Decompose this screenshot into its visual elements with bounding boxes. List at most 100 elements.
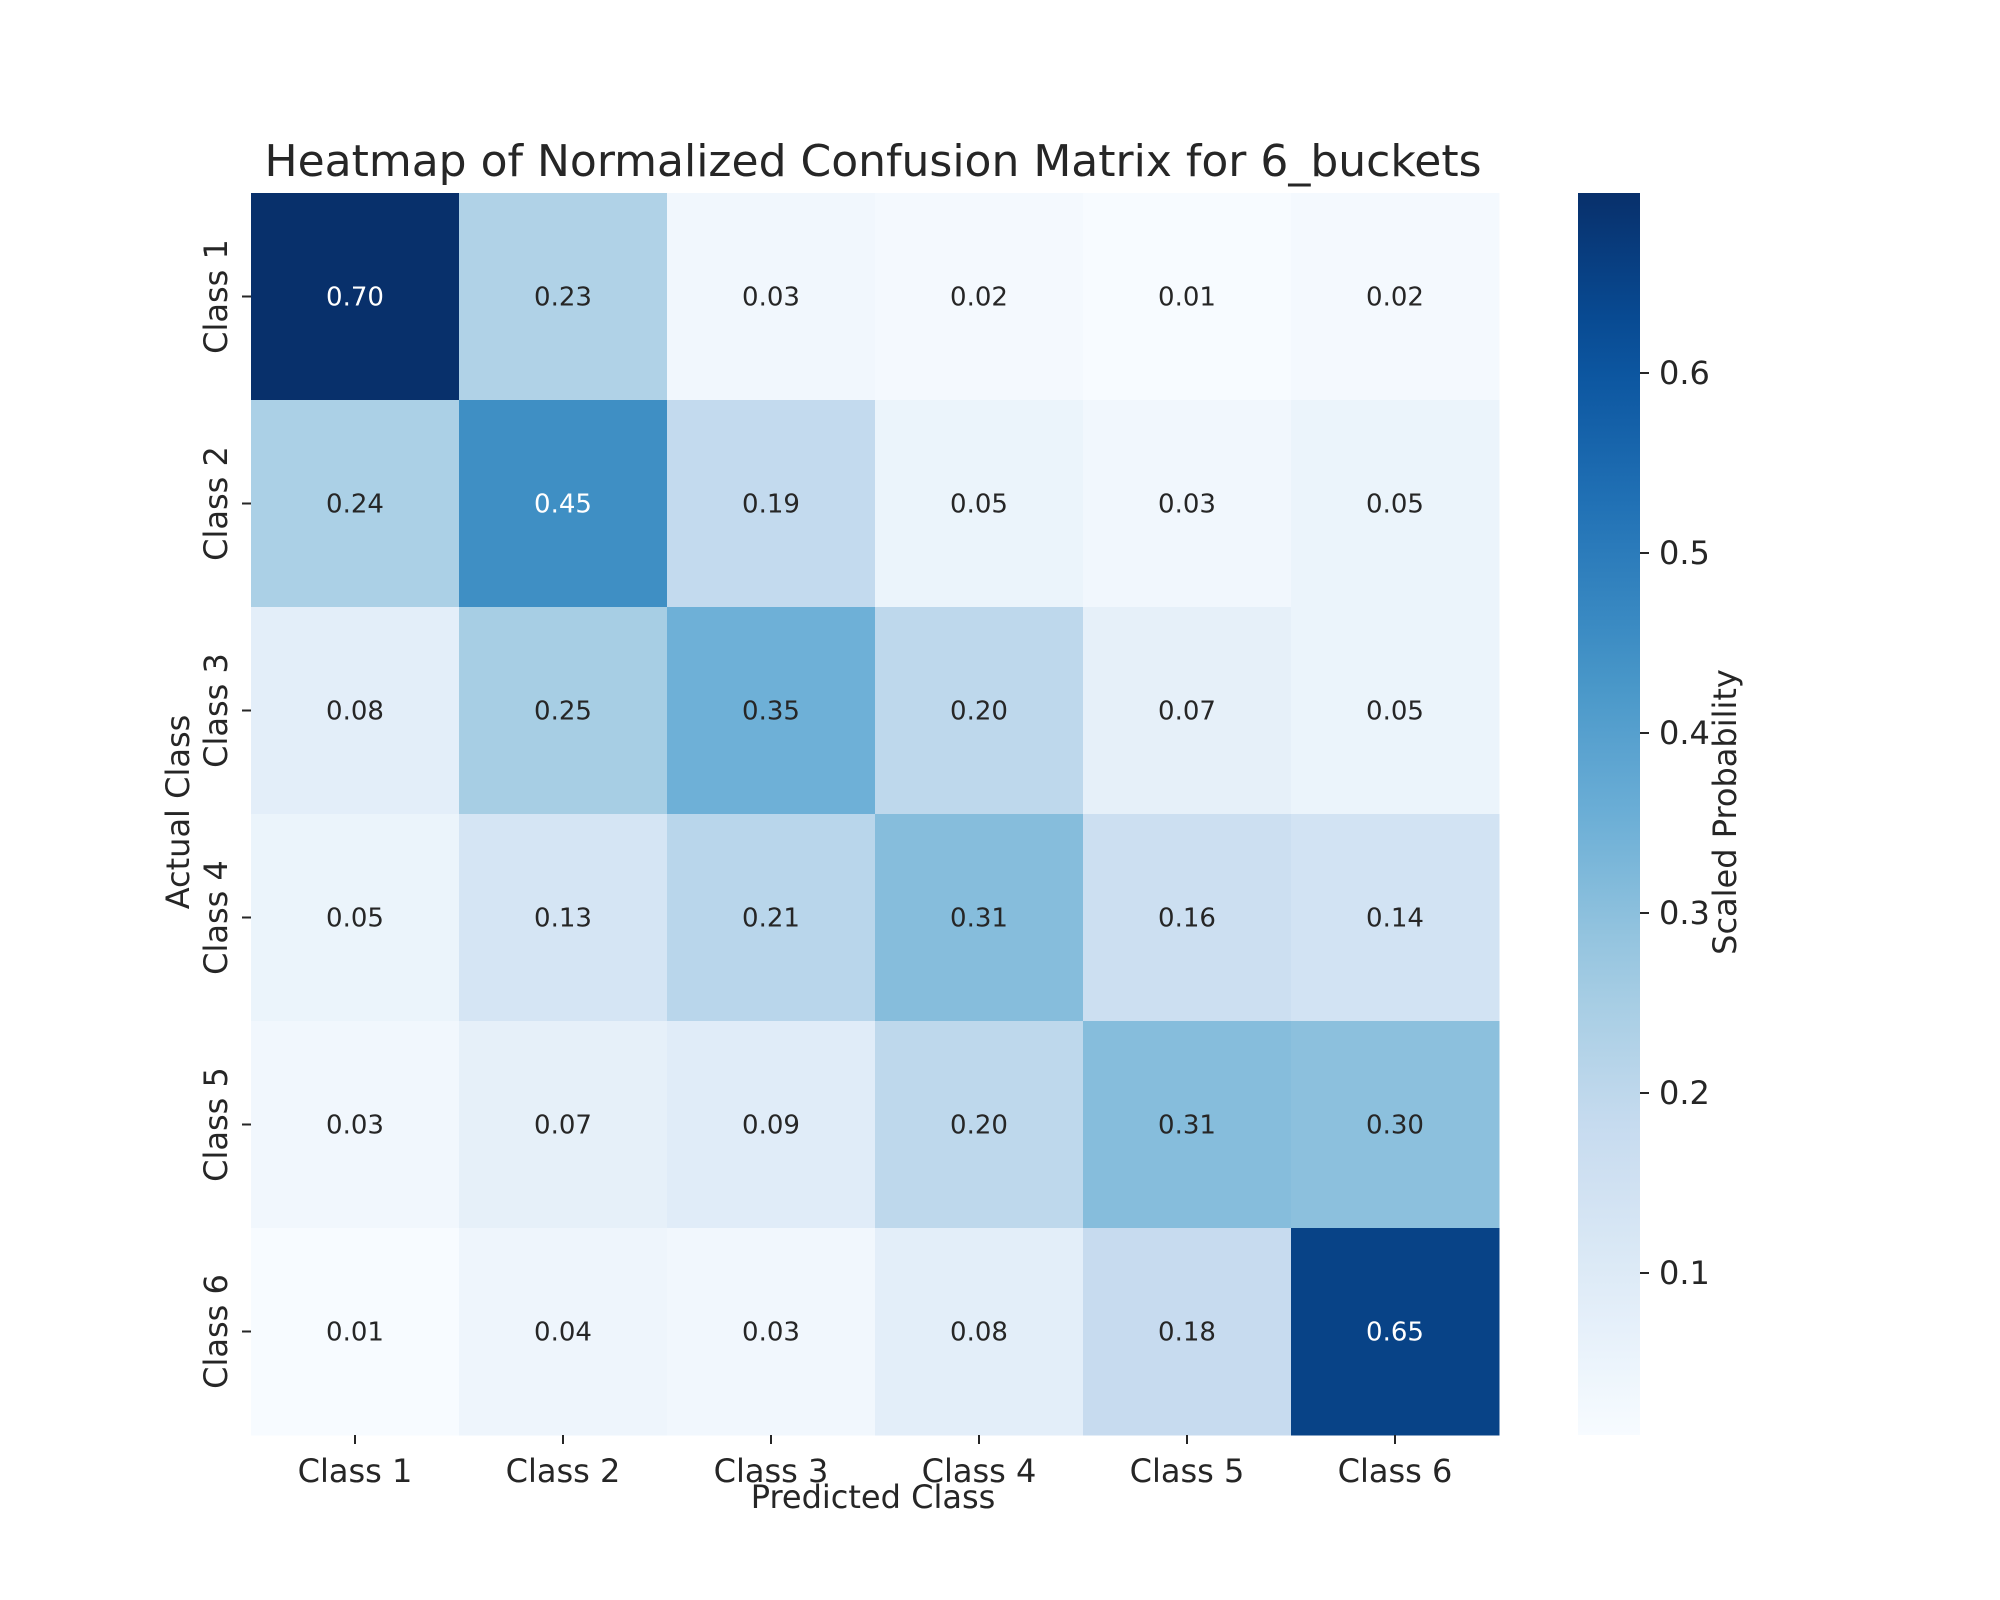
colorbar-gradient [1578, 193, 1640, 1435]
heatmap-cell [251, 193, 460, 401]
cell-value-label: 0.03 [742, 283, 800, 313]
heatmap-cell [667, 1228, 876, 1436]
cell-value-label: 0.04 [534, 1318, 592, 1348]
heatmap-cell [875, 814, 1084, 1022]
y-tick-label: Class 4 [197, 860, 235, 975]
chart-title: Heatmap of Normalized Confusion Matrix f… [264, 136, 1481, 187]
cell-value-label: 0.03 [742, 1318, 800, 1348]
cell-value-label: 0.21 [742, 904, 800, 934]
cell-value-label: 0.30 [1366, 1111, 1424, 1141]
heatmap-cell [459, 193, 668, 401]
heatmap-cell [459, 814, 668, 1022]
heatmap-cell [1083, 193, 1292, 401]
cell-value-label: 0.16 [1158, 904, 1216, 934]
y-axis-ticks: Class 1 Class 2 Class 3 Class 4 Class 5 Class… [197, 239, 251, 1389]
cell-value-label: 0.24 [326, 490, 384, 520]
heatmap-cell [875, 607, 1084, 815]
colorbar-tick-label: 0.4 [1659, 714, 1710, 752]
heatmap-cell [1291, 814, 1500, 1022]
heatmap-cell [875, 193, 1084, 401]
heatmap-cell [459, 400, 668, 608]
colorbar-tick-label: 0.3 [1659, 894, 1710, 932]
cell-value-label: 0.31 [1158, 1111, 1216, 1141]
y-tick-label: Class 3 [197, 653, 235, 768]
heatmap-cell [667, 193, 876, 401]
x-tick-label: Class 2 [506, 1452, 621, 1490]
cell-value-label: 0.05 [950, 490, 1008, 520]
cell-value-label: 0.23 [534, 283, 592, 313]
y-tick-label: Class 6 [197, 1274, 235, 1389]
cell-value-label: 0.70 [326, 283, 384, 313]
cell-value-label: 0.01 [326, 1318, 384, 1348]
y-tick-label: Class 1 [197, 239, 235, 354]
heatmap-cell [1291, 607, 1500, 815]
x-tick-label: Class 1 [298, 1452, 413, 1490]
heatmap-cell [667, 607, 876, 815]
x-tick-label: Class 4 [922, 1452, 1037, 1490]
heatmap-cell [459, 1228, 668, 1436]
cell-value-label: 0.05 [1366, 490, 1424, 520]
cell-value-label: 0.05 [1366, 697, 1424, 727]
heatmap-cell [1083, 1021, 1292, 1229]
cell-value-label: 0.08 [326, 697, 384, 727]
cell-value-label: 0.09 [742, 1111, 800, 1141]
cell-value-label: 0.08 [950, 1318, 1008, 1348]
heatmap-cell [875, 400, 1084, 608]
y-tick-label: Class 5 [197, 1067, 235, 1182]
heatmap-cell [1083, 607, 1292, 815]
heatmap-cell [1291, 1228, 1500, 1436]
heatmap-cell [251, 814, 460, 1022]
cell-value-label: 0.18 [1158, 1318, 1216, 1348]
x-tick-label: Class 6 [1338, 1452, 1453, 1490]
heatmap-cell [1291, 400, 1500, 608]
heatmap-cell [251, 607, 460, 815]
cell-value-label: 0.03 [1158, 490, 1216, 520]
heatmap-cell [667, 1021, 876, 1229]
heatmap-cell [251, 400, 460, 608]
cell-value-label: 0.45 [534, 490, 592, 520]
heatmap-cell [459, 607, 668, 815]
cell-value-label: 0.20 [950, 697, 1008, 727]
cell-value-label: 0.31 [950, 904, 1008, 934]
cell-value-label: 0.65 [1366, 1318, 1424, 1348]
x-tick-label: Class 3 [714, 1452, 829, 1490]
heatmap-cell [667, 400, 876, 608]
x-tick-label: Class 5 [1130, 1452, 1245, 1490]
heatmap-cell [251, 1021, 460, 1229]
cell-value-label: 0.02 [950, 283, 1008, 313]
cell-value-label: 0.25 [534, 697, 592, 727]
y-tick-label: Class 2 [197, 446, 235, 561]
heatmap-cell [875, 1021, 1084, 1229]
heatmap-cell [1083, 814, 1292, 1022]
x-axis-label: Predicted Class [751, 1478, 996, 1516]
heatmap-cell [251, 1228, 460, 1436]
y-axis-label: Actual Class [159, 715, 197, 910]
cell-value-label: 0.13 [534, 904, 592, 934]
heatmap-cell [875, 1228, 1084, 1436]
colorbar-tick-label: 0.6 [1659, 354, 1710, 392]
colorbar-tick-label: 0.1 [1659, 1254, 1710, 1292]
colorbar-tick-label: 0.2 [1659, 1074, 1710, 1112]
heatmap-cell [667, 814, 876, 1022]
heatmap-cell [1291, 1021, 1500, 1229]
heatmap-cell [1083, 1228, 1292, 1436]
cell-value-label: 0.02 [1366, 283, 1424, 313]
heatmap-cell [1291, 193, 1500, 401]
x-axis-ticks: Class 1 Class 2 Class 3 Class 4 Class 5 Class… [298, 1435, 1453, 1490]
cell-value-label: 0.01 [1158, 283, 1216, 313]
heatmap-cell [459, 1021, 668, 1229]
cell-value-label: 0.19 [742, 490, 800, 520]
cell-value-label: 0.20 [950, 1111, 1008, 1141]
colorbar-label: Scaled Probability [1706, 669, 1744, 955]
cell-value-label: 0.07 [534, 1111, 592, 1141]
heatmap-cell [1083, 400, 1292, 608]
colorbar-tick-label: 0.5 [1659, 534, 1710, 572]
heatmap-cells: 0.70 0.23 0.03 0.02 0.01 0.02 0.24 0.45 0.19 0.05… [251, 193, 1500, 1436]
cell-value-label: 0.07 [1158, 697, 1216, 727]
cell-value-label: 0.03 [326, 1111, 384, 1141]
cell-value-label: 0.35 [742, 697, 800, 727]
colorbar: 0.1 0.2 0.3 0.4 0.5 0.6 [1578, 193, 1710, 1435]
cell-value-label: 0.14 [1366, 904, 1424, 934]
cell-value-label: 0.05 [326, 904, 384, 934]
